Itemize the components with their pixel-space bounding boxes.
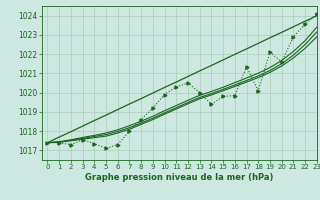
X-axis label: Graphe pression niveau de la mer (hPa): Graphe pression niveau de la mer (hPa) bbox=[85, 173, 273, 182]
